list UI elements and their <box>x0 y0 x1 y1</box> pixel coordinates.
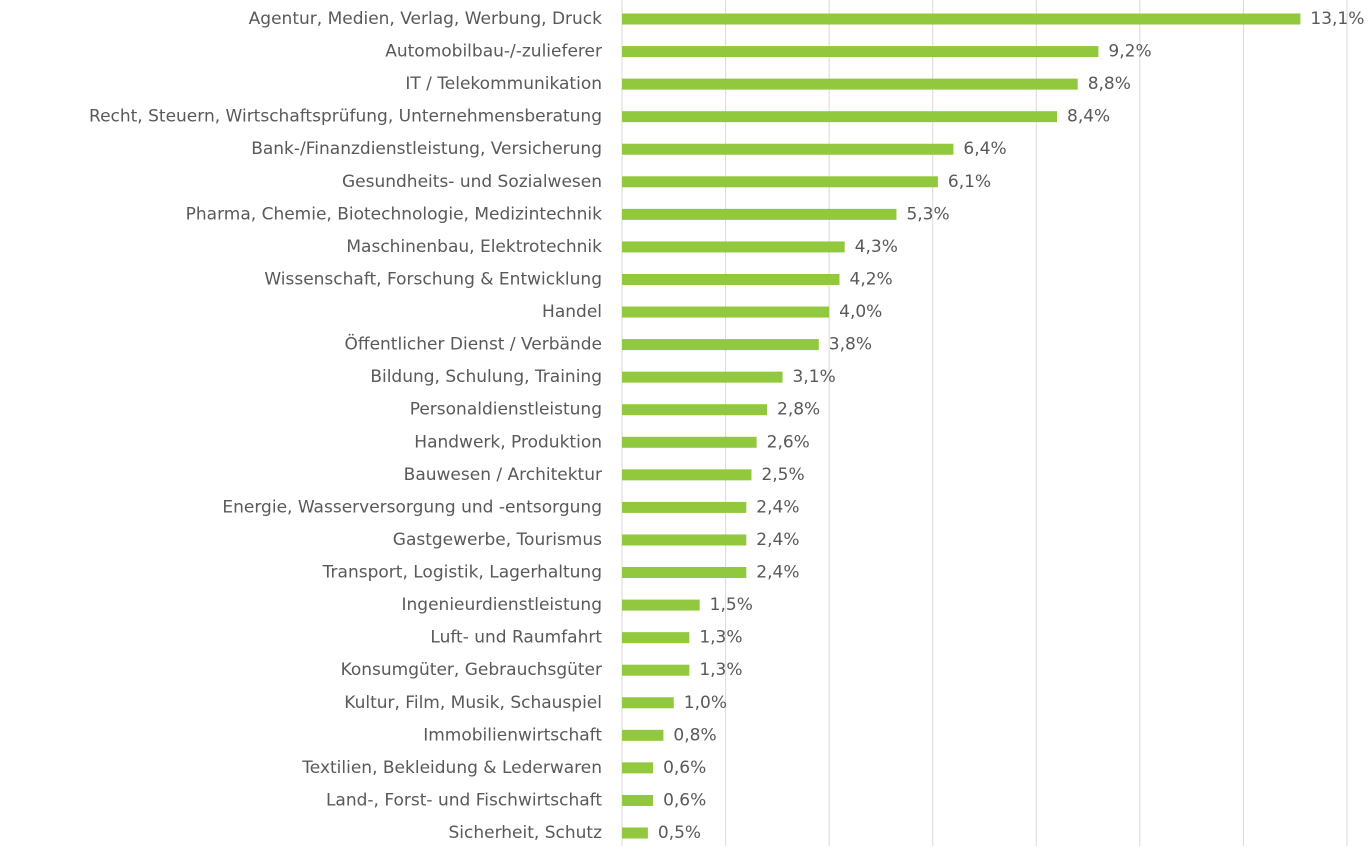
value-label: 2,4% <box>756 563 799 583</box>
category-label: Öffentlicher Dienst / Verbände <box>344 333 602 355</box>
bar <box>622 176 938 188</box>
bar <box>622 762 654 774</box>
value-label: 3,1% <box>793 367 836 387</box>
value-label: 6,4% <box>963 139 1006 159</box>
bar <box>622 632 690 644</box>
category-label: Transport, Logistik, Lagerhaltung <box>322 563 602 583</box>
value-label: 2,5% <box>761 465 804 485</box>
category-label: Recht, Steuern, Wirtschaftsprüfung, Unte… <box>89 107 602 127</box>
bar <box>622 306 830 318</box>
value-label: 8,8% <box>1088 74 1131 94</box>
bar <box>622 13 1301 25</box>
bar <box>622 534 747 546</box>
bar <box>622 404 767 416</box>
category-label: Kultur, Film, Musik, Schauspiel <box>344 693 602 713</box>
bar <box>622 664 690 676</box>
bar <box>622 339 819 351</box>
category-label: Pharma, Chemie, Biotechnologie, Medizint… <box>186 204 602 224</box>
category-label: Handel <box>542 302 602 322</box>
bar <box>622 469 752 481</box>
value-label: 13,1% <box>1310 9 1364 29</box>
bar <box>622 599 700 611</box>
value-label: 9,2% <box>1108 42 1151 62</box>
bar <box>622 567 747 579</box>
value-label: 5,3% <box>906 204 949 224</box>
bar <box>622 729 664 741</box>
bar <box>622 827 648 839</box>
category-label: Konsumgüter, Gebrauchsgüter <box>341 660 602 680</box>
category-label: Sicherheit, Schutz <box>449 823 603 843</box>
value-label: 1,3% <box>699 660 742 680</box>
value-label: 1,5% <box>710 595 753 615</box>
category-label: Ingenieurdienstleistung <box>402 595 603 615</box>
value-label: 2,4% <box>756 530 799 550</box>
bar <box>622 208 897 220</box>
category-label: Textilien, Bekleidung & Lederwaren <box>301 758 602 778</box>
value-label: 0,8% <box>673 725 716 745</box>
bar <box>622 241 845 253</box>
category-label: Maschinenbau, Elektrotechnik <box>346 237 602 257</box>
value-label: 3,8% <box>829 335 872 355</box>
category-label: Handwerk, Produktion <box>414 432 602 452</box>
category-label: Gesundheits- und Sozialwesen <box>342 172 602 192</box>
value-label: 2,8% <box>777 400 820 420</box>
bar <box>622 143 954 155</box>
value-label: 0,5% <box>658 823 701 843</box>
category-label: Personaldienstleistung <box>410 400 602 420</box>
bar <box>622 78 1078 90</box>
category-label: Agentur, Medien, Verlag, Werbung, Druck <box>249 9 602 29</box>
value-label: 0,6% <box>663 758 706 778</box>
category-label: IT / Telekommunikation <box>405 74 602 94</box>
bar <box>622 697 674 709</box>
bar <box>622 273 840 285</box>
category-label: Automobilbau-/-zulieferer <box>385 42 602 62</box>
value-label: 6,1% <box>948 172 991 192</box>
category-label: Gastgewerbe, Tourismus <box>393 530 602 550</box>
bar <box>622 794 654 806</box>
value-label: 4,2% <box>850 269 893 289</box>
value-label: 2,6% <box>767 432 810 452</box>
bar <box>622 111 1057 123</box>
category-label: Immobilienwirtschaft <box>423 725 602 745</box>
bar <box>622 501 747 513</box>
value-label: 1,3% <box>699 628 742 648</box>
category-label: Bildung, Schulung, Training <box>370 367 602 387</box>
value-label: 2,4% <box>756 497 799 517</box>
value-label: 4,3% <box>855 237 898 257</box>
bar <box>622 436 757 448</box>
category-label: Land-, Forst- und Fischwirtschaft <box>326 790 602 810</box>
category-label: Luft- und Raumfahrt <box>430 628 602 648</box>
category-label: Energie, Wasserversorgung und -entsorgun… <box>222 497 602 517</box>
category-label: Bauwesen / Architektur <box>404 465 602 485</box>
bar <box>622 371 783 383</box>
category-label: Wissenschaft, Forschung & Entwicklung <box>264 269 602 289</box>
value-label: 1,0% <box>684 693 727 713</box>
value-label: 4,0% <box>839 302 882 322</box>
category-label: Bank-/Finanzdienstleistung, Versicherung <box>251 139 602 159</box>
bar <box>622 46 1099 58</box>
value-label: 8,4% <box>1067 107 1110 127</box>
value-label: 0,6% <box>663 790 706 810</box>
